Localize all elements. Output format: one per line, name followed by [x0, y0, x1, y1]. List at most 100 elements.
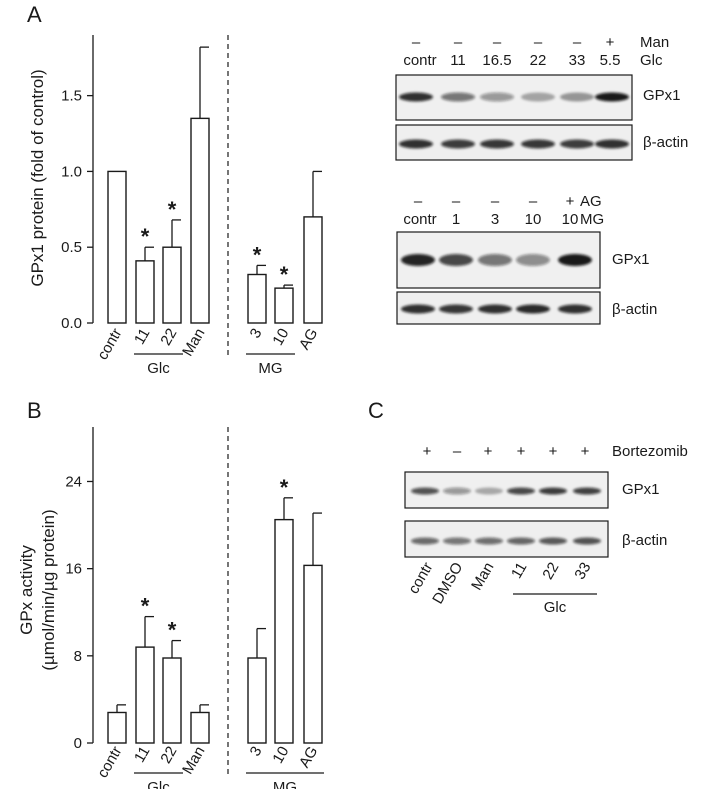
blot-a-top-actin-band	[399, 139, 433, 149]
chart-a-significance-star: *	[168, 197, 177, 222]
blot-a-top-row1-mark: –	[493, 34, 502, 51]
blot-a-bottom-lane-label: 10	[562, 211, 579, 228]
chart-b-bar	[135, 646, 155, 744]
chart-b-category-label: Man	[179, 744, 208, 778]
blot-a-top-gpx1-band	[399, 92, 433, 102]
chart-b-y-label-line2: (µmol/min/µg protein)	[39, 509, 58, 670]
chart-a-group-label: Glc	[147, 360, 170, 377]
chart-b-group-label: Glc	[147, 779, 170, 789]
chart-a-significance-star: *	[253, 242, 262, 267]
chart-a-significance-star: *	[280, 262, 289, 287]
blot-a-top-row1-mark: –	[573, 34, 582, 51]
blot-c-lane-label: contr	[405, 560, 436, 597]
blot-a-bottom-row1-mark: –	[529, 193, 538, 210]
blot-c-actin-band	[573, 537, 601, 545]
blot-c-lane-label: 11	[508, 560, 531, 582]
blot-a-bottom-actin-band	[439, 304, 473, 314]
chart-b-bar	[274, 518, 294, 744]
chart-a-category-label: contr	[94, 326, 125, 363]
blot-c-gpx1-band	[539, 487, 567, 495]
blot-c-glc-group-label: Glc	[544, 599, 567, 616]
chart-a-category-label: 10	[269, 326, 292, 349]
chart-a-bar	[135, 260, 155, 324]
chart-a: GPx1 protein (fold of control) 0.0 0.5 1.0…	[28, 35, 323, 377]
blot-a-top-gpx1-band	[480, 92, 514, 102]
blot-c-actin-band	[539, 537, 567, 545]
chart-a-bar	[162, 246, 182, 324]
blot-c-row1-label: Bortezomib	[612, 443, 688, 460]
blot-c-lane-label: 33	[571, 560, 594, 583]
chart-a-category-label: AG	[296, 326, 322, 353]
blot-c-row1-mark: +	[517, 443, 526, 460]
chart-b-significance-star: *	[168, 618, 177, 643]
blot-c-row1-mark: +	[423, 443, 432, 460]
blot-a-bottom-lane-label: 1	[452, 211, 460, 228]
blot-a-bottom-row1-label: AG	[580, 193, 602, 210]
blot-a-top-lane-label: 11	[450, 52, 466, 69]
blot-a-bottom-gpx1-band	[558, 254, 592, 266]
blot-c-actin-band	[443, 537, 471, 545]
blot-a-top-lane-label: 33	[569, 52, 586, 69]
blot-c: + – + + + + Bortezomib GPx1 β-actin contrDMSO…	[404, 443, 688, 616]
chart-a-bar	[190, 117, 210, 324]
chart-a-bar	[303, 216, 323, 324]
chart-a-category-label: 3	[247, 326, 266, 342]
blot-a-bottom-lane-label: contr	[403, 211, 436, 228]
blot-c-row1-mark: +	[484, 443, 493, 460]
chart-b-y-tick-label: 0	[74, 735, 82, 752]
blot-c-gpx1-band	[411, 487, 439, 495]
chart-a-y-label: GPx1 protein (fold of control)	[28, 69, 47, 286]
blot-a-bottom-lane-label: 3	[491, 211, 499, 228]
blot-a-bottom-gpx1-band	[439, 254, 473, 266]
blot-a-top-gpx1-label: GPx1	[643, 87, 681, 104]
chart-b-y-tick-label: 24	[65, 473, 82, 490]
chart-a-bar	[107, 170, 127, 324]
chart-b-significance-star: *	[141, 594, 150, 619]
chart-b-y-tick-label: 16	[65, 561, 82, 578]
blot-c-row1-mark: +	[581, 443, 590, 460]
blot-a-bottom: – – – – + contr 1 3 10 10 AG MG GPx1 β-actin	[396, 193, 657, 325]
chart-b-category-label: contr	[94, 744, 125, 781]
blot-a-bottom-actin-band	[516, 304, 550, 314]
blot-a-bottom-row1-mark: –	[452, 193, 461, 210]
chart-b: GPx activity (µmol/min/µg protein) 0 8 16 2…	[17, 427, 324, 794]
blot-a-top-gpx1-band	[521, 92, 555, 102]
blot-a-top-actin-band	[521, 139, 555, 149]
chart-a-bar	[274, 287, 294, 324]
blot-c-row1-mark: –	[453, 443, 462, 460]
blot-a-bottom-lane-label: 10	[525, 211, 542, 228]
blot-a-top-actin-label: β-actin	[643, 134, 688, 151]
blot-a-bottom-gpx1-band	[401, 254, 435, 266]
chart-a-y-tick-label: 1.0	[61, 163, 82, 180]
chart-a-category-label: 22	[157, 326, 180, 349]
blot-c-gpx1-band	[443, 487, 471, 495]
chart-b-group-label: MG	[273, 779, 297, 789]
chart-a-y-tick-label: 1.5	[61, 88, 82, 105]
blot-c-actin-label: β-actin	[622, 532, 667, 549]
blot-c-lane-label: DMSO	[429, 560, 466, 607]
blot-a-top-row1-label: Man	[640, 34, 669, 51]
blot-c-gpx1-band	[507, 487, 535, 495]
chart-b-bar	[162, 657, 182, 744]
blot-a-top-lane-label: contr	[403, 52, 436, 69]
blot-a-top-actin-band	[560, 139, 594, 149]
blot-a-top-row1-mark: –	[534, 34, 543, 51]
panel-c-letter: C	[368, 398, 384, 423]
blot-a-top-actin-band	[441, 139, 475, 149]
blot-a-bottom-row1-mark: +	[566, 193, 575, 210]
blot-a-top-actin-band	[595, 139, 629, 149]
chart-b-y-tick-label: 8	[74, 648, 82, 665]
blot-c-gpx1-band	[573, 487, 601, 495]
chart-a-category-label: Man	[179, 326, 208, 360]
blot-a-top-lane-label: 5.5	[600, 52, 621, 69]
blot-a-bottom-row2-label: MG	[580, 211, 604, 228]
blot-a-top-row1-mark: –	[412, 34, 421, 51]
blot-c-lane-label: 22	[539, 560, 562, 583]
blot-a-bottom-gpx1-label: GPx1	[612, 251, 650, 268]
blot-a-bottom-gpx1-band	[516, 254, 550, 266]
blot-a-bottom-actin-label: β-actin	[612, 301, 657, 318]
blot-c-actin-band	[507, 537, 535, 545]
blot-c-gpx1-band	[475, 487, 503, 495]
blot-a-bottom-actin-band	[558, 304, 592, 314]
